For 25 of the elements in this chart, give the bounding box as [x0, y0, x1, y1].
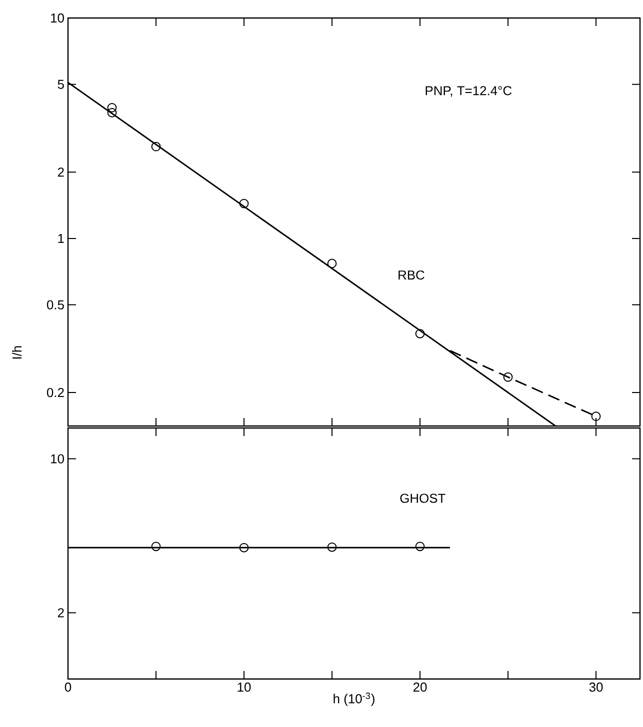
y-tick-label: 0.5	[46, 300, 64, 310]
point	[151, 142, 161, 152]
annotation: RBC	[398, 270, 424, 280]
point	[415, 328, 425, 338]
y-tick-label: 10	[51, 13, 64, 23]
x-tick-label: 10	[238, 682, 251, 692]
y-axis-title: I/h	[12, 346, 22, 359]
y-tick-label: 2	[58, 168, 64, 177]
x-axis-title: h (10$^{-3}$)	[334, 692, 374, 706]
y-tick-label: 5	[58, 80, 64, 89]
point	[591, 412, 601, 422]
point	[107, 102, 117, 112]
y-tick-label: 10	[51, 454, 64, 464]
point	[503, 372, 513, 382]
annotation: GHOST	[400, 494, 446, 503]
point	[239, 198, 249, 208]
y-tick-label: 1	[58, 234, 64, 243]
x-tick-label: 30	[589, 682, 603, 692]
x-tick-label: 20	[413, 682, 427, 692]
x-tick-label: 0	[64, 682, 72, 692]
point	[327, 258, 337, 268]
y-tick-label: 2	[58, 608, 64, 618]
point	[107, 108, 117, 118]
annotation: PNP, T=12.4°C	[426, 86, 512, 97]
y-tick-label: 0.2	[46, 388, 64, 398]
